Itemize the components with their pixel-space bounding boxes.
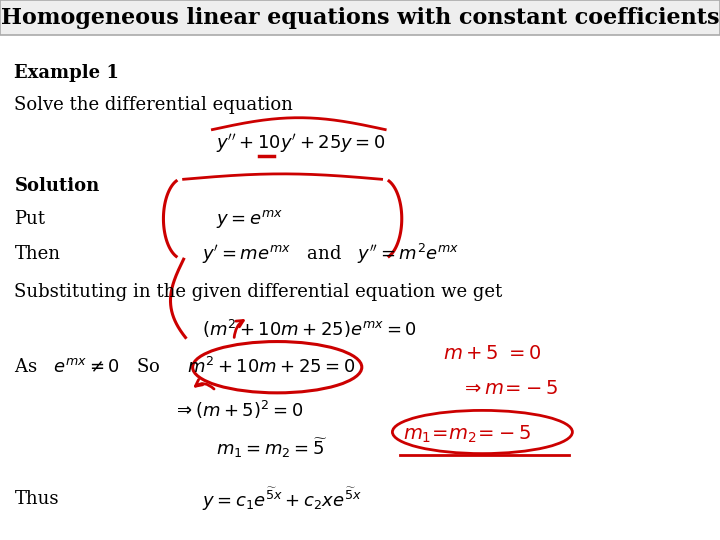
Text: Then: Then — [14, 245, 60, 263]
FancyBboxPatch shape — [0, 0, 720, 35]
Text: Substituting in the given differential equation we get: Substituting in the given differential e… — [14, 282, 503, 301]
Text: $m^2 +10m +25 = 0$: $m^2 +10m +25 = 0$ — [187, 357, 356, 377]
Text: $y' = me^{mx}$   and   $y'' = m^{2}e^{mx}$: $y' = me^{mx}$ and $y'' = m^{2}e^{mx}$ — [202, 242, 459, 266]
Text: $y = e^{mx}$: $y = e^{mx}$ — [216, 208, 283, 230]
Text: Solve the differential equation: Solve the differential equation — [14, 96, 293, 114]
Text: Solution: Solution — [14, 177, 99, 195]
Text: Thus: Thus — [14, 490, 59, 509]
Text: $m_1\!=\!m_2\!=\!-5$: $m_1\!=\!m_2\!=\!-5$ — [403, 424, 531, 446]
Text: $y'' +10y' +25y = 0$: $y'' +10y' +25y = 0$ — [216, 132, 386, 154]
Text: $\left(m^2 +10m +25\right)e^{mx} = 0$: $\left(m^2 +10m +25\right)e^{mx} = 0$ — [202, 319, 416, 340]
Text: $m_1 = m_2 = \widetilde{5}$: $m_1 = m_2 = \widetilde{5}$ — [216, 436, 328, 460]
Text: $\Rightarrow m\!=\!-5$: $\Rightarrow m\!=\!-5$ — [461, 380, 558, 398]
Text: As   $e^{mx} \neq 0$   So: As $e^{mx} \neq 0$ So — [14, 358, 161, 376]
Text: Homogeneous linear equations with constant coefficients: Homogeneous linear equations with consta… — [1, 7, 719, 29]
Text: $\Rightarrow (m+5)^2 = 0$: $\Rightarrow (m+5)^2 = 0$ — [173, 400, 303, 421]
Text: Example 1: Example 1 — [14, 64, 120, 82]
Text: $m+5\ =0$: $m+5\ =0$ — [443, 345, 541, 363]
Text: $y = c_1 e^{\widetilde{5}x} + c_2 xe^{\widetilde{5}x}$: $y = c_1 e^{\widetilde{5}x} + c_2 xe^{\w… — [202, 486, 361, 513]
Text: Put: Put — [14, 210, 45, 228]
